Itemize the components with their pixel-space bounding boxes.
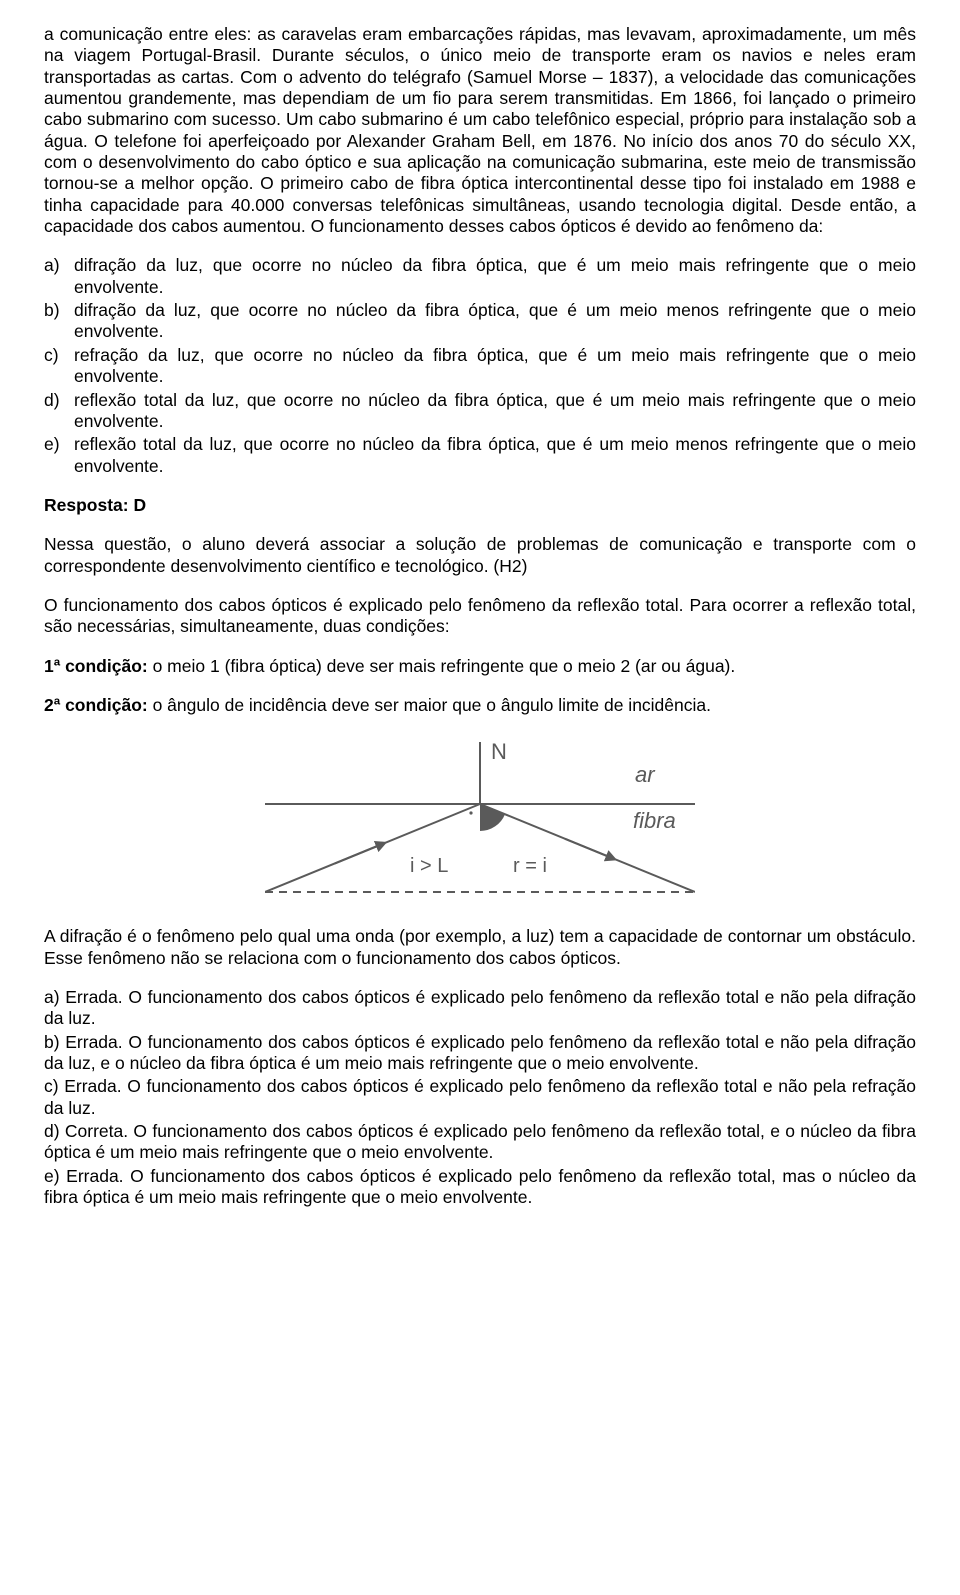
reflected-ray-arrow (565, 839, 615, 860)
option-text: reflexão total da luz, que ocorre no núc… (74, 390, 916, 433)
option-text: reflexão total da luz, que ocorre no núc… (74, 434, 916, 477)
final-d: d) Correta. O funcionamento dos cabos óp… (44, 1121, 916, 1164)
condition-1-label: 1ª condição: (44, 656, 148, 676)
option-letter: a) (44, 255, 74, 298)
condition-1-text: o meio 1 (fibra óptica) deve ser mais re… (148, 656, 736, 676)
condition-1: 1ª condição: o meio 1 (fibra óptica) dev… (44, 656, 916, 677)
option-letter: b) (44, 300, 74, 343)
label-ri: r = i (513, 855, 547, 877)
final-a: a) Errada. O funcionamento dos cabos ópt… (44, 987, 916, 1030)
final-b: b) Errada. O funcionamento dos cabos ópt… (44, 1032, 916, 1075)
options-list: a) difração da luz, que ocorre no núcleo… (44, 255, 916, 476)
option-text: difração da luz, que ocorre no núcleo da… (74, 300, 916, 343)
final-c: c) Errada. O funcionamento dos cabos ópt… (44, 1076, 916, 1119)
explanation-h2: Nessa questão, o aluno deverá associar a… (44, 534, 916, 577)
final-e: e) Errada. O funcionamento dos cabos ópt… (44, 1166, 916, 1209)
option-letter: e) (44, 434, 74, 477)
option-a: a) difração da luz, que ocorre no núcleo… (44, 255, 916, 298)
option-letter: d) (44, 390, 74, 433)
refraction-diagram: N ar fibra i > L r = i (44, 734, 916, 904)
option-d: d) reflexão total da luz, que ocorre no … (44, 390, 916, 433)
label-iL: i > L (410, 855, 448, 877)
label-fibra: fibra (633, 808, 676, 833)
option-e: e) reflexão total da luz, que ocorre no … (44, 434, 916, 477)
condition-2: 2ª condição: o ângulo de incidência deve… (44, 695, 916, 716)
option-letter: c) (44, 345, 74, 388)
condition-2-text: o ângulo de incidência deve ser maior qu… (148, 695, 711, 715)
condition-2-label: 2ª condição: (44, 695, 148, 715)
question-stem: a comunicação entre eles: as caravelas e… (44, 24, 916, 237)
post-diagram-paragraph: A difração é o fenômeno pelo qual uma on… (44, 926, 916, 969)
option-b: b) difração da luz, que ocorre no núcleo… (44, 300, 916, 343)
final-evaluations: a) Errada. O funcionamento dos cabos ópt… (44, 987, 916, 1208)
refraction-diagram-svg: N ar fibra i > L r = i (265, 734, 695, 904)
incident-ray-arrow (335, 843, 385, 864)
option-text: difração da luz, que ocorre no núcleo da… (74, 255, 916, 298)
document-page: a comunicação entre eles: as caravelas e… (0, 0, 960, 1258)
answer-label: Resposta: D (44, 495, 916, 516)
label-ar: ar (635, 762, 656, 787)
option-text: refração da luz, que ocorre no núcleo da… (74, 345, 916, 388)
angle-dot (469, 812, 472, 815)
option-c: c) refração da luz, que ocorre no núcleo… (44, 345, 916, 388)
label-N: N (491, 739, 507, 764)
explanation-conditions-intro: O funcionamento dos cabos ópticos é expl… (44, 595, 916, 638)
